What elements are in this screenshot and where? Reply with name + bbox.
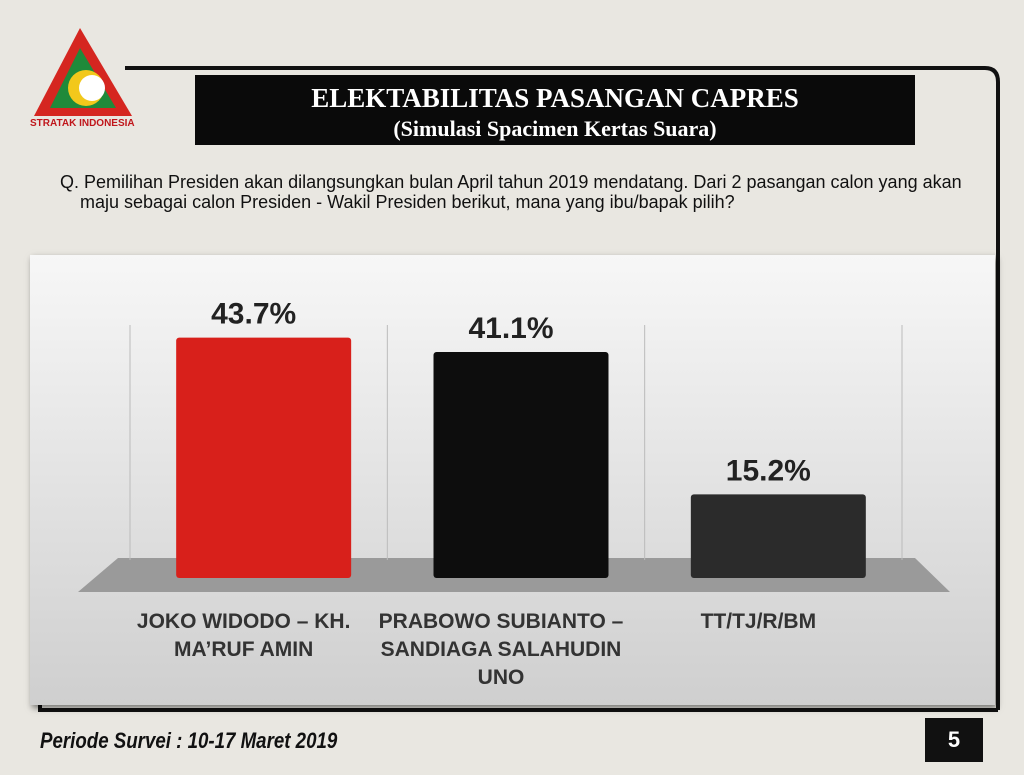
category-label: JOKO WIDODO – KH. MA’RUF AMIN xyxy=(136,610,351,661)
bar xyxy=(176,337,352,578)
category-label: TT/TJ/R/BM xyxy=(700,610,817,633)
logo-circle-inner xyxy=(79,75,105,101)
logo-text: STRATAK INDONESIA xyxy=(30,118,135,129)
question: Q. Pemilihan Presiden akan dilangsungkan… xyxy=(60,172,962,212)
page-number: 5 xyxy=(925,718,983,762)
chart-title: ELEKTABILITAS PASANGAN CAPRES xyxy=(311,83,799,113)
chart-subtitle: (Simulasi Spacimen Kertas Suara) xyxy=(393,116,717,141)
value-label: 43.7% xyxy=(211,298,296,331)
value-label: 15.2% xyxy=(726,454,811,487)
footer: Periode Survei : 10-17 Maret 2019 xyxy=(40,728,338,753)
bar xyxy=(690,494,866,578)
value-label: 41.1% xyxy=(468,312,553,345)
category-label: PRABOWO SUBIANTO – SANDIAGA SALAHUDIN UN… xyxy=(378,610,624,689)
bar xyxy=(433,351,609,578)
title-banner: ELEKTABILITAS PASANGAN CAPRES (Simulasi … xyxy=(195,75,915,145)
